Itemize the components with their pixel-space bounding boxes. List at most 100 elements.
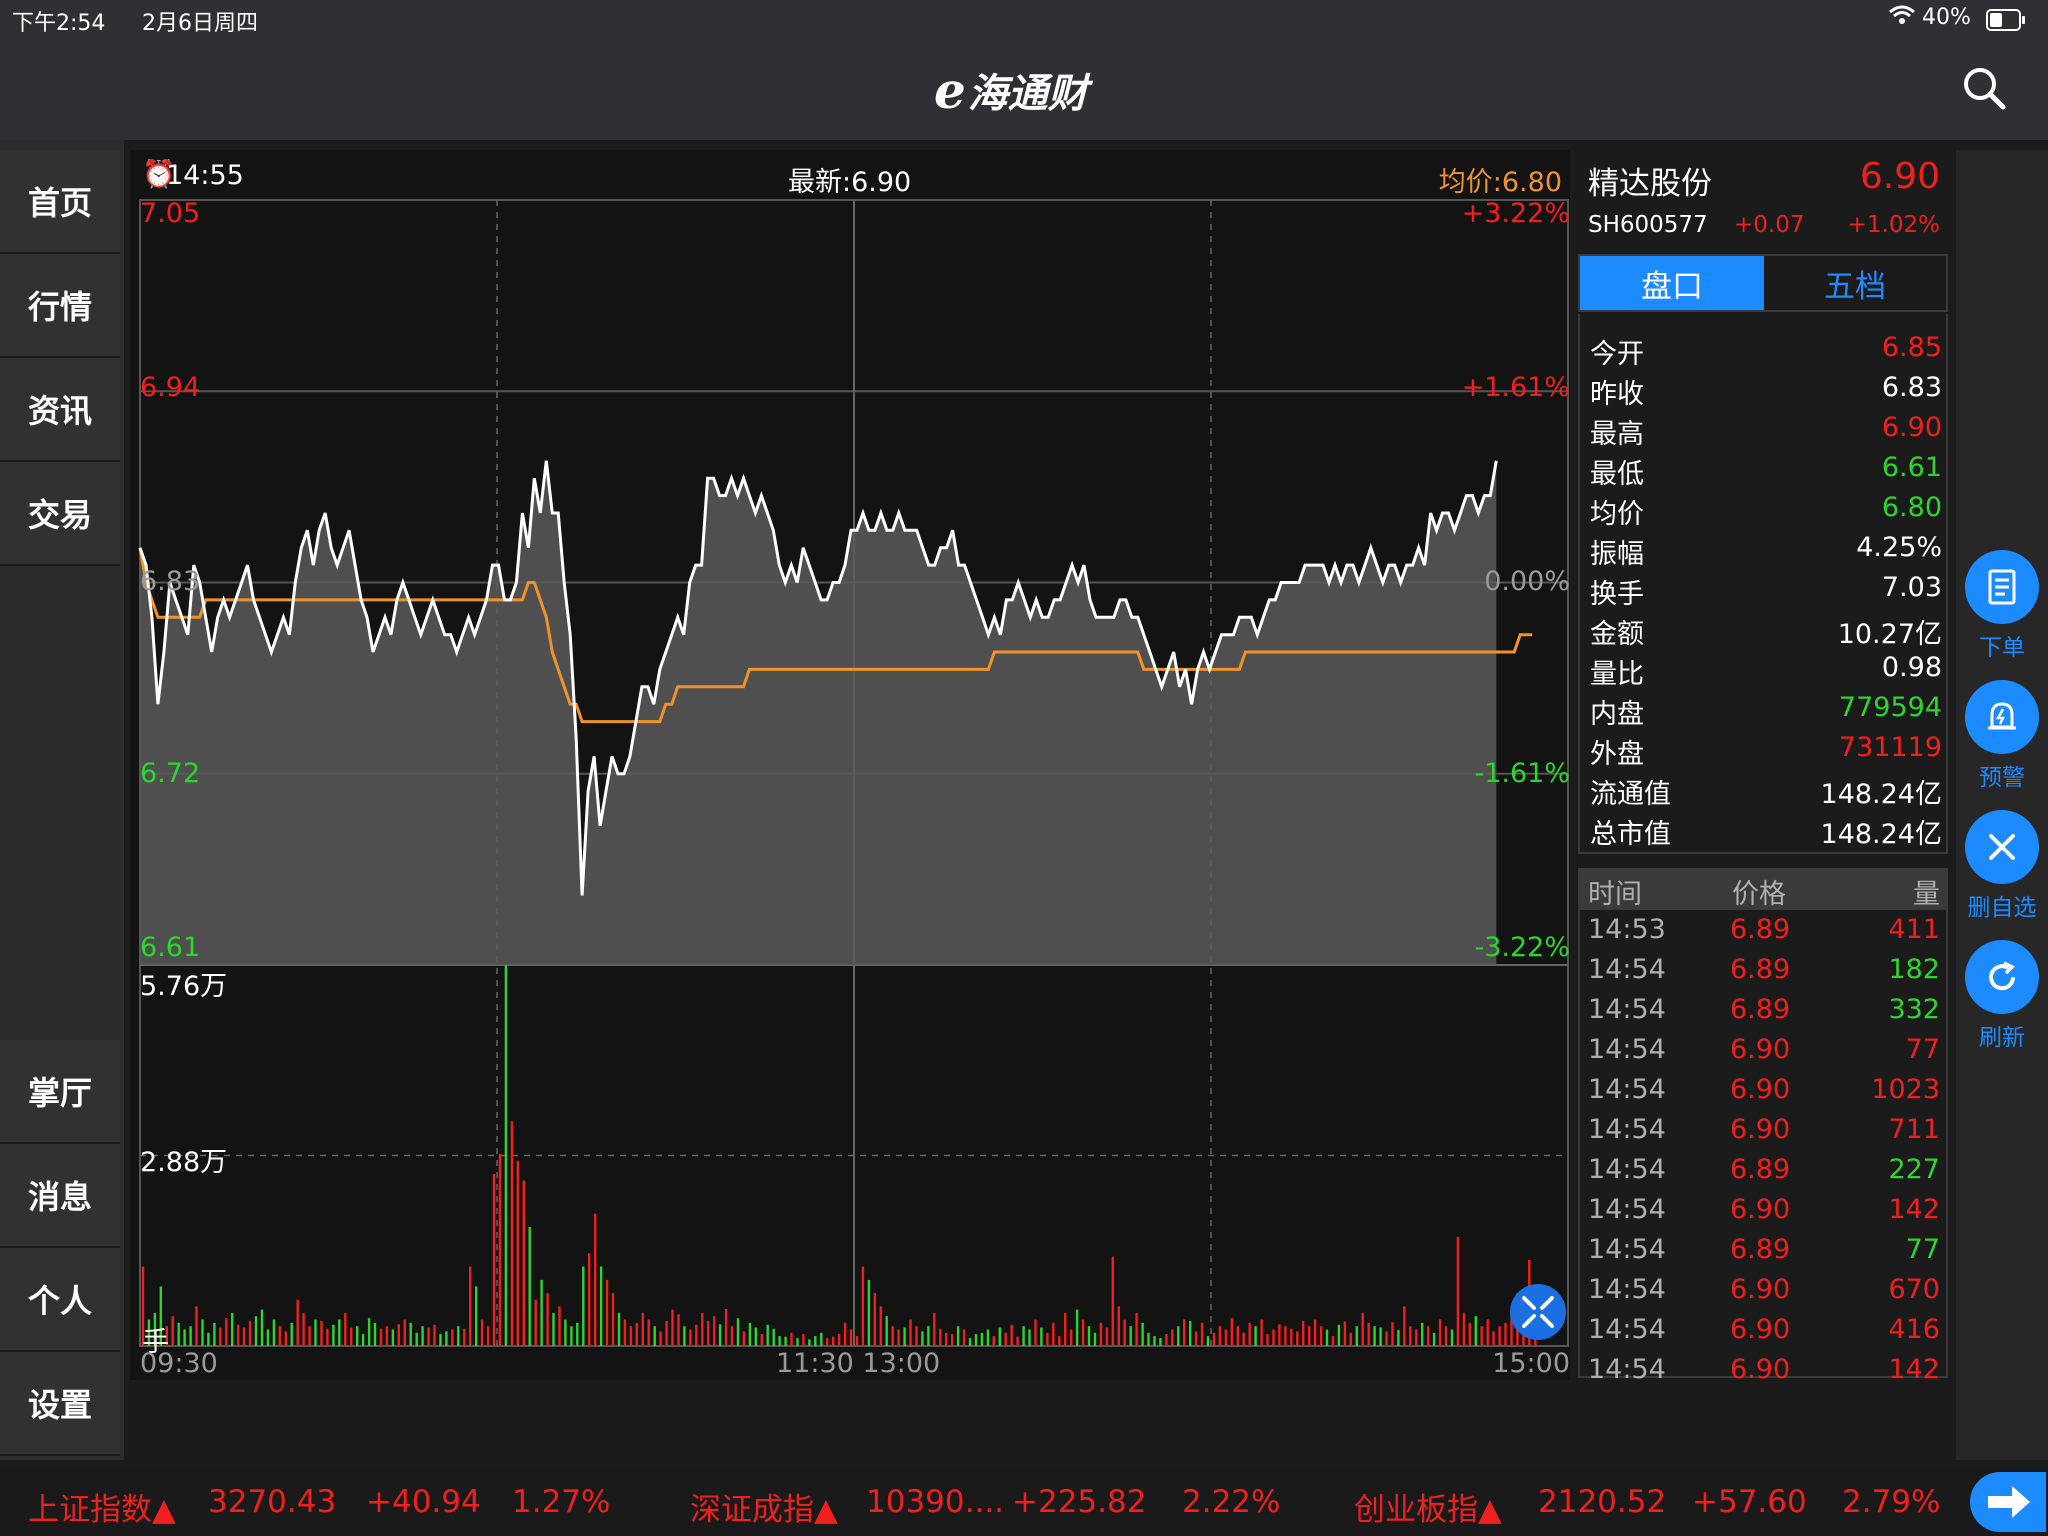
volume-bar [748,1322,752,1346]
tick-volume: 77 [1905,1234,1940,1265]
volume-bar [1337,1324,1341,1346]
pct-label-2: +1.61% [1461,372,1570,403]
intraday-chart-panel[interactable]: ⏰ 14:55 最新:6.90 均价:6.80 7.05 +3.22% 6.94… [130,150,1570,1380]
volume-bar [1355,1326,1358,1346]
order-icon [1965,550,2039,624]
volume-bar [540,1279,543,1346]
refresh-button[interactable]: 刷新 [1962,940,2042,1052]
volume-bar [968,1338,972,1346]
volume-bar [296,1299,299,1346]
volume-bar [1409,1326,1412,1346]
tick-list[interactable]: 时间 价格 量 14:53 6.89 411 14:54 6.89 182 14:54 6.8… [1578,868,1948,1385]
index-ticker[interactable]: 上证指数▲ 3270.43 +40.94 1.27% 深证成指▲ 10390..… [0,1466,2048,1536]
volume-bar [165,1326,168,1346]
volume-bar [796,1338,799,1346]
volume-bar [361,1334,365,1346]
volume-bar [974,1334,978,1346]
volume-bar [837,1334,841,1346]
volume-bar [308,1326,311,1346]
tick-time: 14:54 [1588,1354,1666,1385]
volume-bar [903,1327,906,1346]
volume-bar [1367,1322,1370,1346]
ticker-next-button[interactable] [1970,1472,2046,1532]
volume-bar [403,1319,406,1346]
sidebar-item-home[interactable]: 首页 [0,150,120,254]
volume-bar [463,1328,466,1346]
sidebar-item-messages[interactable]: 消息 [0,1144,120,1248]
volume-bar [1248,1322,1251,1346]
volume-bar [951,1334,954,1346]
sidebar-item-trade[interactable]: 交易 [0,462,120,566]
status-date: 2月6日周四 [142,11,258,36]
volume-bar [1230,1318,1233,1346]
search-icon[interactable] [1960,64,2008,112]
quote-row-value: 731119 [1838,732,1942,763]
order-button[interactable]: 下单 [1962,550,2042,662]
volume-bar [1010,1324,1013,1346]
quote-row-value: 148.24亿 [1820,819,1942,850]
tick-price: 6.89 [1730,994,1791,1025]
sidebar-item-market[interactable]: 行情 [0,254,120,358]
time-label-end: 15:00 [1492,1348,1570,1379]
volume-bar [843,1322,847,1346]
volume-bar [498,1154,502,1346]
tab-wudang[interactable]: 五档 [1824,268,1886,305]
volume-bar [516,1160,519,1346]
tick-volume: 1023 [1871,1074,1940,1105]
sidebar-item-settings[interactable]: 设置 [0,1352,120,1456]
volume-bar [599,1266,603,1346]
tick-price: 6.90 [1730,1074,1791,1105]
tick-price: 6.90 [1730,1314,1791,1345]
volume-bar [772,1328,775,1346]
volume-bar [730,1326,734,1346]
volume-bar [1450,1329,1454,1346]
volume-bar [534,1299,537,1346]
volume-bar [457,1326,460,1346]
volume-bar [1206,1336,1210,1346]
alert-button[interactable]: 预警 [1962,680,2042,792]
price-line [138,460,1498,896]
sidebar-item-hall[interactable]: 掌厅 [0,1040,120,1144]
volume-bar [1242,1332,1245,1346]
stock-name: 精达股份 [1588,166,1712,202]
volume-bar [778,1336,781,1346]
volume-bar [254,1316,258,1346]
tab-pankou[interactable]: 盘口 [1580,256,1764,310]
volume-bar [350,1327,353,1346]
volume-bar [629,1326,633,1346]
refresh-icon [1965,940,2039,1014]
stock-price: 6.90 [1859,156,1940,197]
app-logo: e 海通财 [934,60,1088,120]
volume-bar [1504,1322,1507,1346]
volume-bar [1183,1319,1186,1346]
volume-bar [1272,1329,1275,1346]
ticker-value-1: 10390.... [866,1484,1005,1520]
quote-row-label: 换手 [1590,579,1644,610]
volume-bar [986,1329,990,1346]
volume-label-top: 5.76万 [140,971,228,1002]
volume-bar [1129,1326,1132,1346]
price-label-low: 6.61 [140,932,201,963]
volume-bar [385,1326,389,1346]
volume-bar [367,1318,371,1346]
alert-bell-icon [1965,680,2039,754]
remove-watchlist-button[interactable]: 删自选 [1962,810,2042,922]
stock-change-pct: +1.02% [1847,212,1940,238]
time-label-mid: 11:30 13:00 [776,1348,941,1379]
avg-price-line [138,547,1533,724]
volume-bar [980,1332,984,1346]
ticker-pct-2: 2.79% [1842,1484,1941,1520]
volume-bar [1052,1322,1055,1346]
volume-bar [248,1320,252,1346]
volume-bar [528,1226,531,1346]
volume-bar [742,1331,746,1346]
volume-bar [1028,1329,1031,1346]
volume-bar [1325,1329,1329,1346]
volume-bar [1034,1319,1037,1346]
quote-stats: 今开 6.85 昨收 6.83 最高 6.90 最低 6.61 均价 6.80 振幅 4.25% 换手 7… [1578,314,1948,854]
volume-bar [802,1334,805,1346]
sidebar-item-personal[interactable]: 个人 [0,1248,120,1352]
sidebar-item-news[interactable]: 资讯 [0,358,120,462]
volume-bar [225,1318,228,1346]
collapse-icon[interactable] [1510,1284,1566,1340]
